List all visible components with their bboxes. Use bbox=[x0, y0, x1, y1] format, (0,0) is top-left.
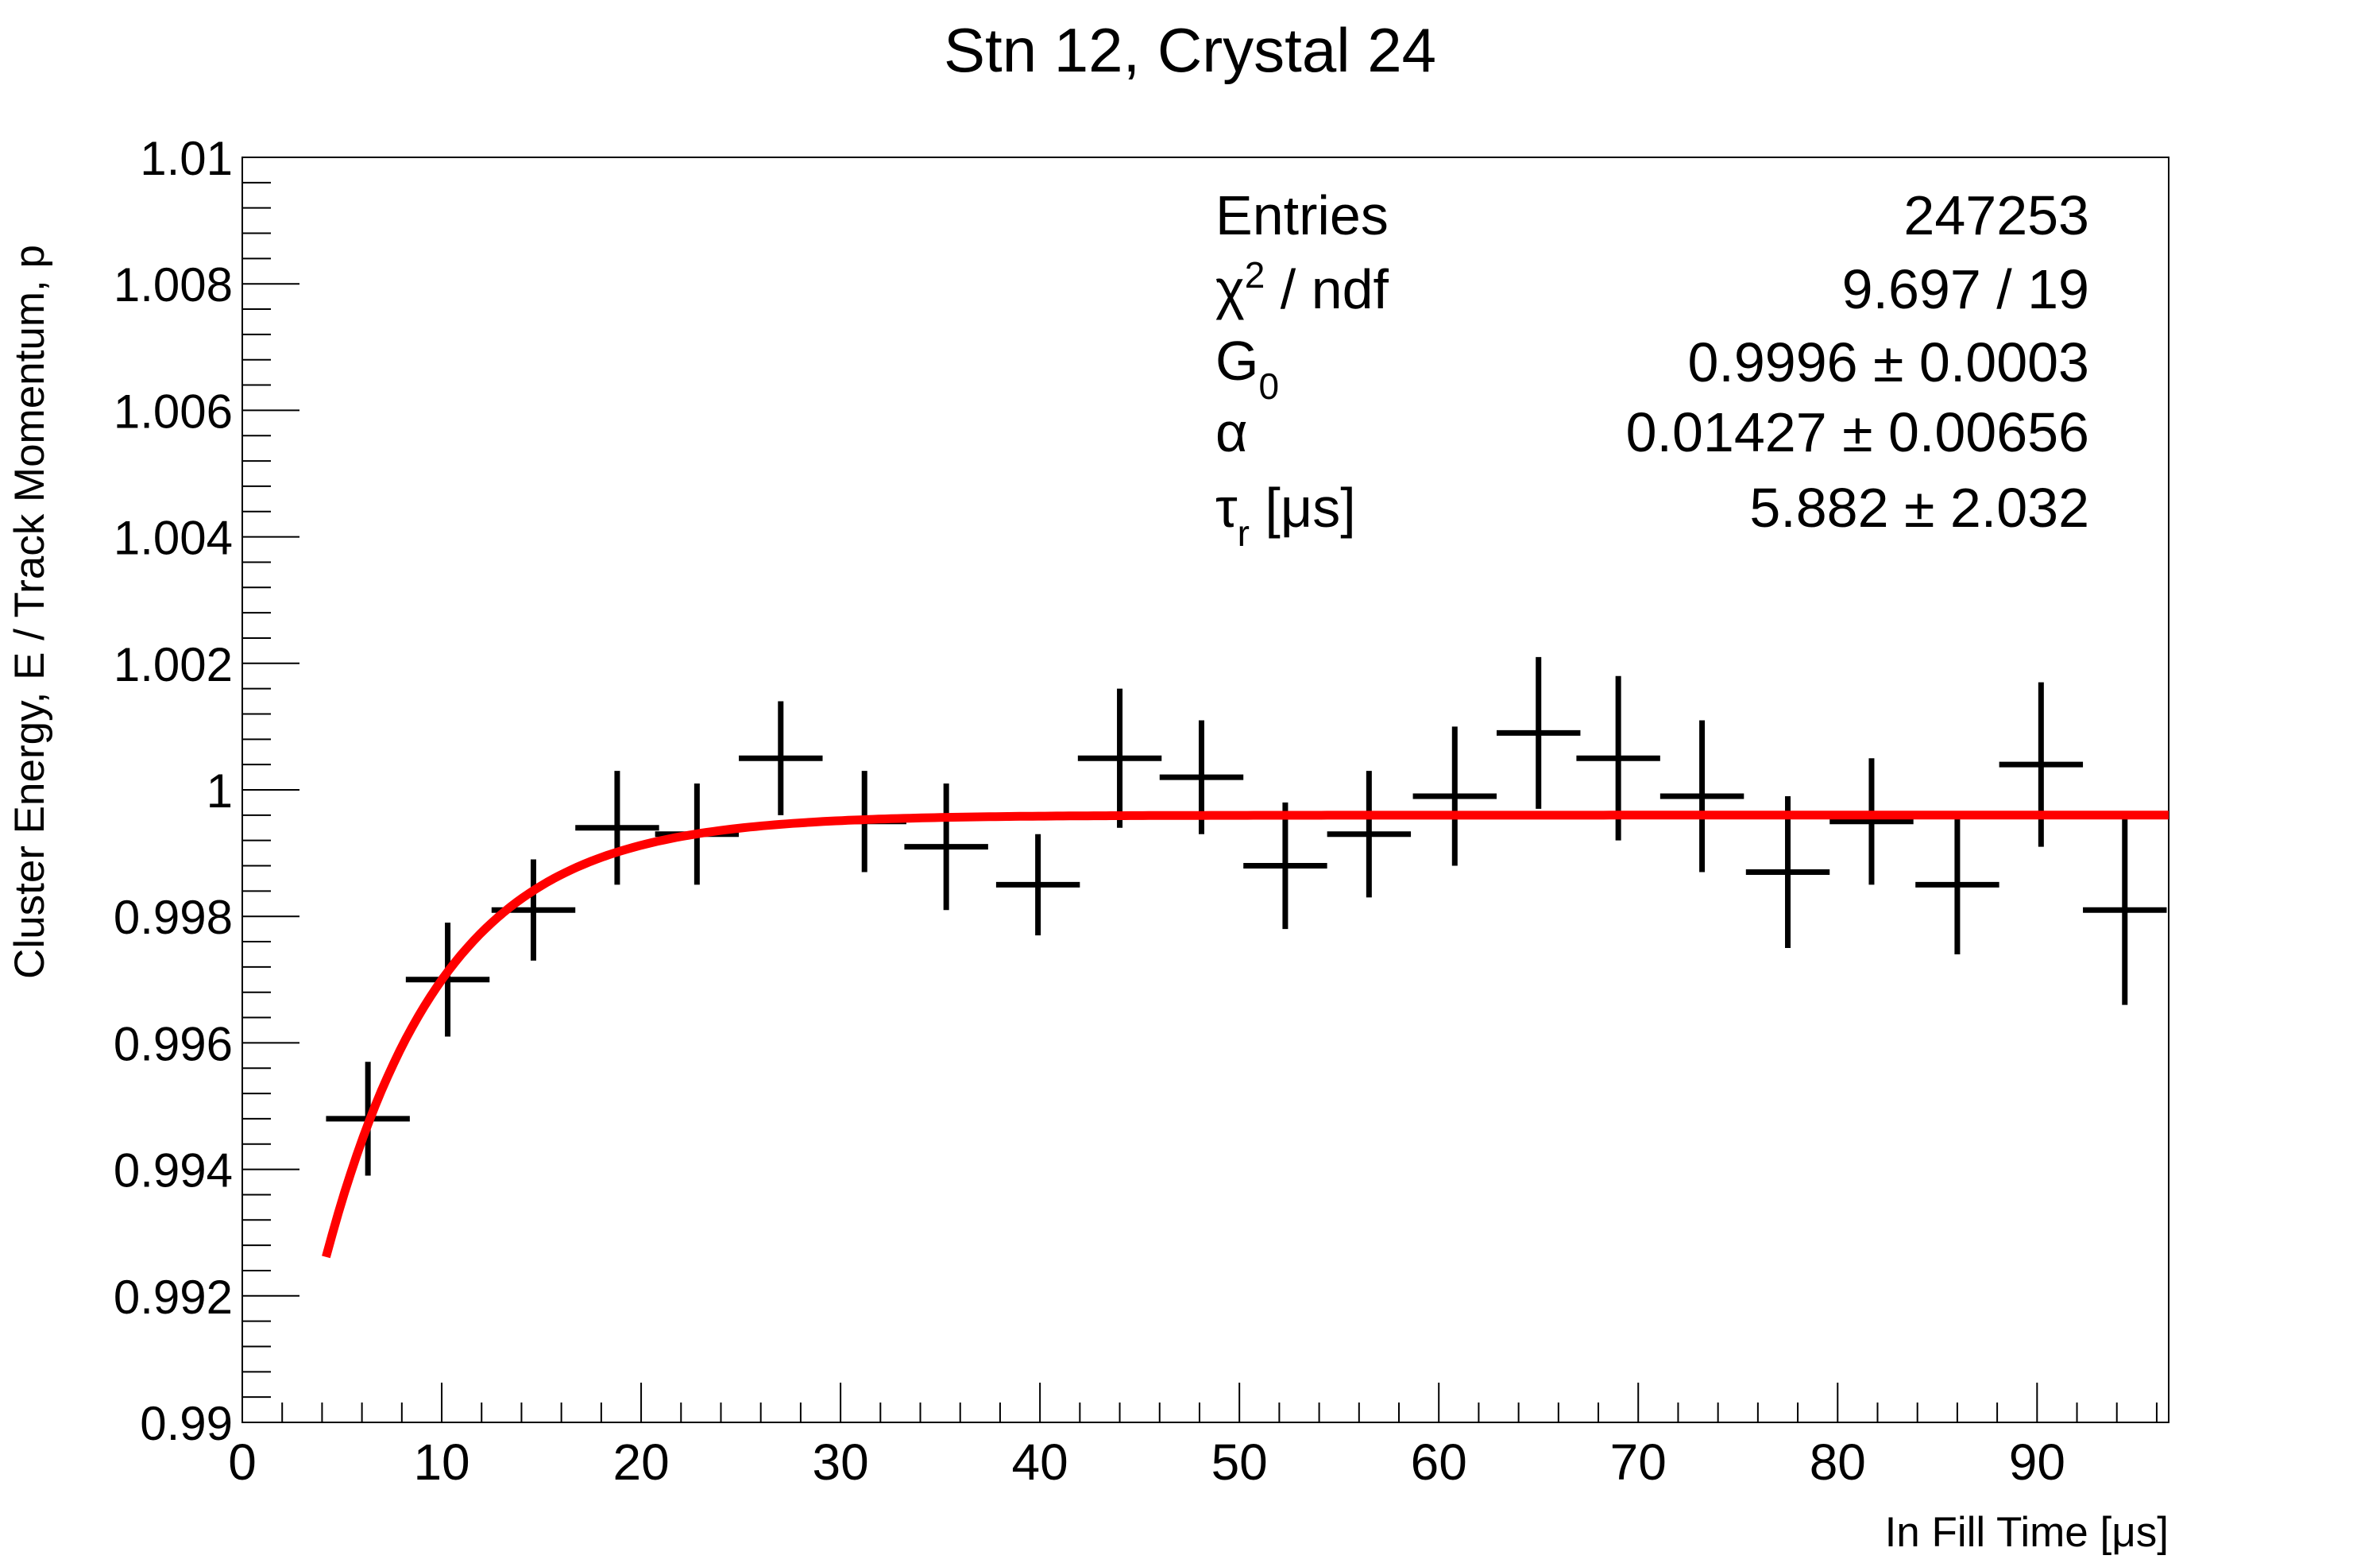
data-point bbox=[1659, 720, 1744, 872]
stats-value: 0.9996 ± 0.0003 bbox=[1687, 331, 2089, 393]
data-point bbox=[2083, 814, 2167, 1005]
x-tick-label: 70 bbox=[1610, 1434, 1667, 1491]
data-point bbox=[1497, 656, 1581, 809]
data-point bbox=[1327, 771, 1412, 898]
x-tick-label: 80 bbox=[1810, 1434, 1866, 1491]
data-point bbox=[739, 701, 823, 815]
stats-label-symbol: α bbox=[1215, 401, 1247, 463]
stats-label: α bbox=[1215, 401, 1247, 463]
x-tick-label: 30 bbox=[813, 1434, 869, 1491]
data-point bbox=[1243, 802, 1327, 930]
data-point bbox=[1915, 814, 1999, 954]
data-marks bbox=[326, 656, 2167, 1176]
data-point bbox=[904, 784, 988, 911]
stats-label-subscript: r bbox=[1238, 513, 1250, 554]
stats-value: 5.882 ± 2.032 bbox=[1749, 477, 2089, 539]
y-tick-label: 1.01 bbox=[140, 132, 233, 185]
stats-label-symbol: τ bbox=[1215, 477, 1238, 539]
y-tick-label: 1.002 bbox=[114, 638, 233, 691]
y-tick-label: 0.996 bbox=[114, 1017, 233, 1070]
y-tick-label: 1.008 bbox=[114, 258, 233, 311]
x-tick-label: 0 bbox=[228, 1434, 257, 1491]
stats-box: Entries 247253 χ2 / ndf 9.697 / 19 G0 0.9996 … bbox=[1215, 184, 2089, 554]
stats-label-symbol: χ bbox=[1215, 258, 1245, 320]
fit-curve bbox=[322, 811, 2169, 1259]
data-point bbox=[575, 771, 659, 885]
stats-label: χ2 / ndf bbox=[1215, 254, 1389, 320]
stats-label-rest: [μs] bbox=[1250, 477, 1356, 539]
stats-value: 247253 bbox=[1903, 184, 2089, 246]
x-tick-label: 10 bbox=[413, 1434, 469, 1491]
x-tick-label: 50 bbox=[1211, 1434, 1268, 1491]
x-tick-label: 60 bbox=[1411, 1434, 1467, 1491]
stats-label-subscript: 0 bbox=[1258, 366, 1279, 407]
stats-value: 9.697 / 19 bbox=[1842, 258, 2089, 320]
stats-label-symbol: Entries bbox=[1215, 184, 1389, 246]
x-axis-label: In Fill Time [μs] bbox=[1885, 1509, 2169, 1556]
y-tick-label: 1 bbox=[207, 764, 233, 818]
stats-label: Entries bbox=[1215, 184, 1389, 246]
stats-label-symbol: G bbox=[1215, 330, 1258, 392]
stats-label-rest: / ndf bbox=[1265, 258, 1389, 320]
data-point bbox=[1077, 688, 1162, 828]
chart-title: Stn 12, Crystal 24 bbox=[944, 15, 1436, 85]
y-tick-label: 0.992 bbox=[114, 1271, 233, 1324]
x-tick-label: 90 bbox=[2009, 1434, 2065, 1491]
data-point bbox=[995, 834, 1080, 936]
data-point bbox=[405, 923, 490, 1037]
x-tick-label: 20 bbox=[612, 1434, 669, 1491]
y-tick-label: 1.006 bbox=[114, 385, 233, 438]
y-axis-label: Cluster Energy, E / Track Momentum, p bbox=[6, 245, 53, 979]
stats-label: τr [μs] bbox=[1215, 477, 1356, 554]
stats-value: 0.01427 ± 0.00656 bbox=[1626, 401, 2089, 463]
x-tick-label: 40 bbox=[1012, 1434, 1068, 1491]
axes: 0 10 20 30 40 50 60 70 80 900.990.9920.9940.9960.… bbox=[114, 132, 2158, 1491]
data-point bbox=[1745, 795, 1830, 948]
y-tick-label: 0.998 bbox=[114, 891, 233, 944]
data-point bbox=[1829, 758, 1914, 885]
data-point bbox=[1999, 682, 2084, 847]
fit-curve-group bbox=[322, 811, 2169, 1259]
stats-label-superscript: 2 bbox=[1245, 254, 1265, 296]
y-tick-label: 0.99 bbox=[140, 1397, 233, 1450]
y-tick-label: 0.994 bbox=[114, 1144, 233, 1197]
stats-label: G0 bbox=[1215, 330, 1279, 407]
y-axis-label-group: Cluster Energy, E / Track Momentum, p bbox=[6, 245, 53, 979]
data-point bbox=[1412, 726, 1497, 866]
y-tick-label: 1.004 bbox=[114, 512, 233, 565]
